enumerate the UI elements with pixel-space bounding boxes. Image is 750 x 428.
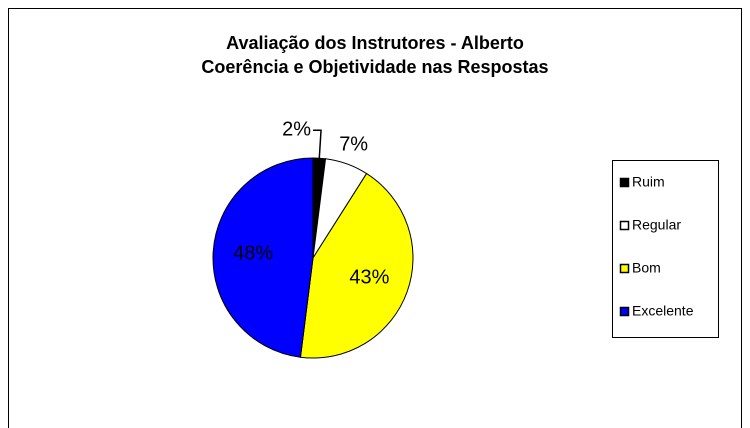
legend-swatch [619, 306, 630, 317]
legend-swatch [619, 263, 630, 274]
legend-swatch [619, 177, 630, 188]
pie-slice [212, 157, 314, 358]
leader-line [313, 129, 322, 159]
legend-box [612, 160, 719, 338]
legend-label: Ruim [632, 174, 665, 190]
data-label: 7% [339, 133, 368, 155]
chart-title: Coerência e Objetividade nas Respostas [201, 57, 548, 77]
data-label: 2% [282, 119, 311, 141]
data-label: 48% [233, 243, 273, 265]
legend-label: Excelente [632, 303, 694, 319]
chart-frame [8, 8, 742, 428]
data-label: 43% [349, 267, 389, 289]
legend-swatch [619, 220, 630, 231]
legend-label: Regular [632, 217, 681, 233]
chart-title: Avaliação dos Instrutores - Alberto [226, 33, 524, 53]
legend-label: Bom [632, 260, 661, 276]
pie-slice [299, 172, 414, 359]
